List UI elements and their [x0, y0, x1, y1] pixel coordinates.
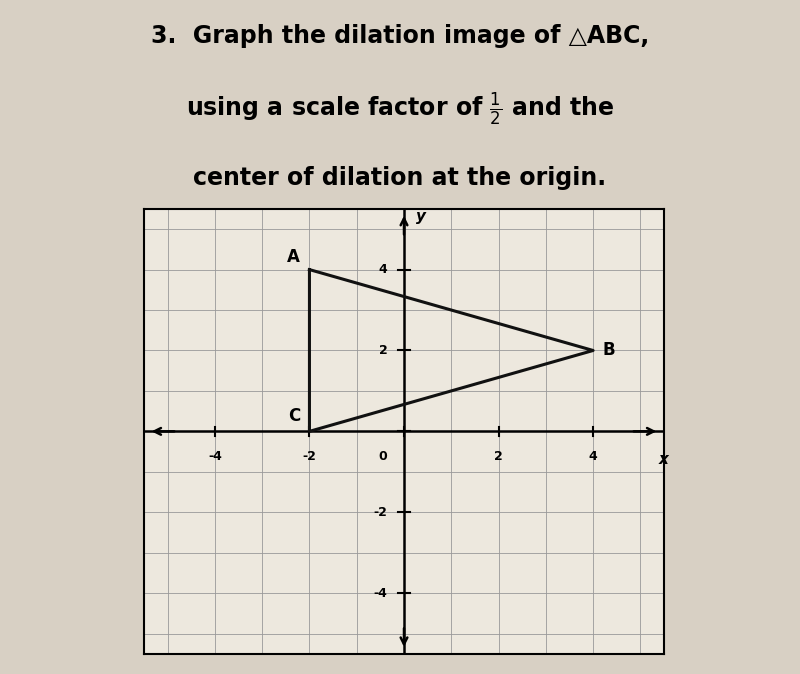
Text: -4: -4 — [374, 586, 387, 600]
Text: y: y — [416, 209, 426, 224]
Text: -2: -2 — [302, 450, 316, 462]
Text: 2: 2 — [494, 450, 503, 462]
Text: 0: 0 — [378, 450, 387, 462]
Text: 2: 2 — [378, 344, 387, 357]
Text: -2: -2 — [374, 506, 387, 519]
Text: using a scale factor of $\frac{1}{2}$ and the: using a scale factor of $\frac{1}{2}$ an… — [186, 91, 614, 128]
Text: A: A — [287, 247, 300, 266]
Text: B: B — [602, 342, 615, 359]
Text: -4: -4 — [208, 450, 222, 462]
Text: center of dilation at the origin.: center of dilation at the origin. — [194, 166, 606, 190]
Text: 3.  Graph the dilation image of △ABC,: 3. Graph the dilation image of △ABC, — [151, 24, 649, 49]
Text: x: x — [659, 452, 669, 466]
Text: 4: 4 — [378, 263, 387, 276]
Text: 4: 4 — [589, 450, 598, 462]
Text: C: C — [288, 407, 300, 425]
